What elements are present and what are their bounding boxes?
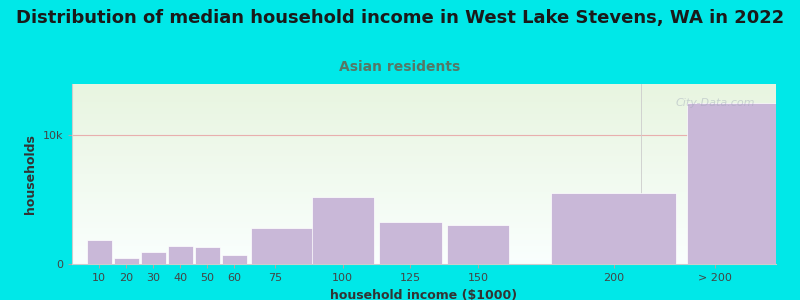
Bar xyxy=(250,228,313,264)
X-axis label: household income ($1000): household income ($1000) xyxy=(330,289,518,300)
Bar xyxy=(686,103,800,264)
Text: Asian residents: Asian residents xyxy=(339,60,461,74)
Text: City-Data.com: City-Data.com xyxy=(675,98,755,108)
Bar xyxy=(195,247,220,264)
Bar xyxy=(312,197,374,264)
Y-axis label: households: households xyxy=(24,134,37,214)
Bar xyxy=(141,252,166,264)
Bar xyxy=(447,225,510,264)
Text: Distribution of median household income in West Lake Stevens, WA in 2022: Distribution of median household income … xyxy=(16,9,784,27)
Bar xyxy=(222,255,247,264)
Bar xyxy=(86,240,111,264)
Bar xyxy=(379,222,442,264)
Bar xyxy=(114,258,138,264)
Bar xyxy=(551,193,676,264)
Bar xyxy=(168,246,193,264)
